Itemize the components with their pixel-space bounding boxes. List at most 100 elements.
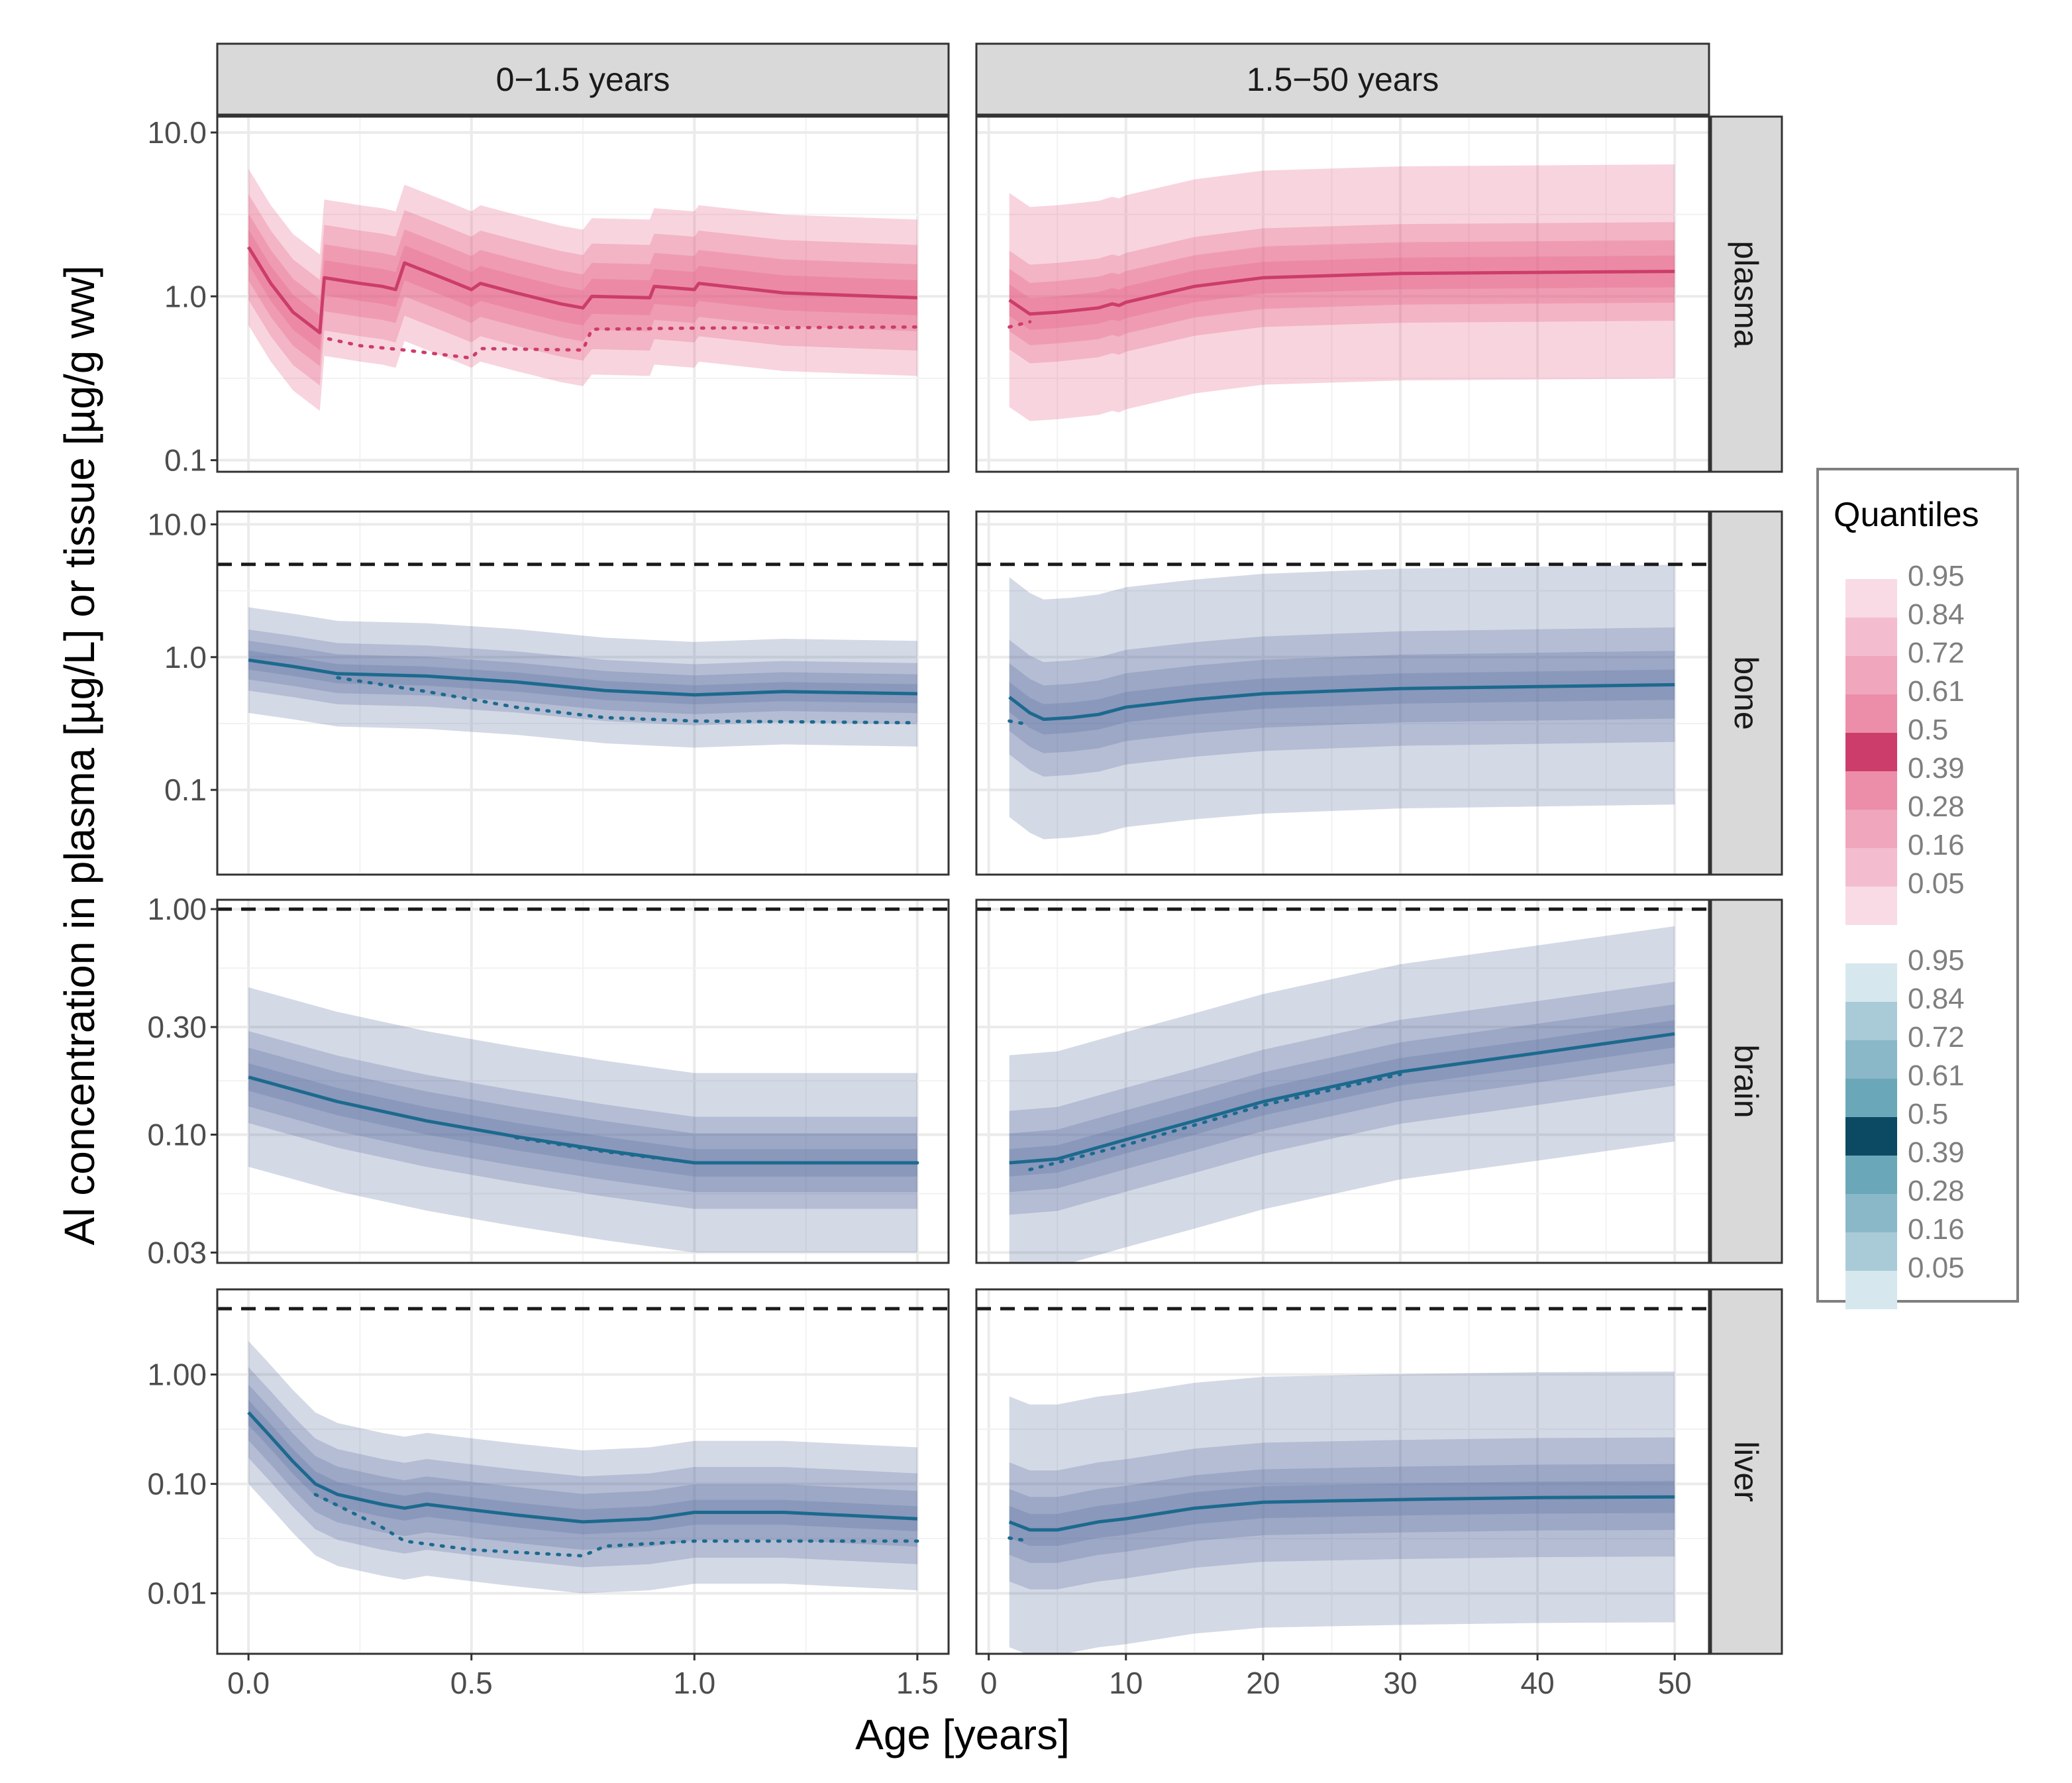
panel-background xyxy=(976,512,1709,875)
panel-bone-1 xyxy=(975,510,1710,876)
quantile-band xyxy=(1009,1372,1675,1654)
quantile-ribbons xyxy=(1009,926,1675,1263)
gridlines xyxy=(217,1289,949,1654)
median-line xyxy=(247,1411,918,1524)
legend-label: 0.95 xyxy=(1908,560,1965,592)
gridlines xyxy=(217,117,949,472)
quantile-band xyxy=(248,1367,917,1568)
column-strip xyxy=(975,42,1710,117)
legend-label: 0.5 xyxy=(1908,714,1948,746)
legend-label: 0.05 xyxy=(1908,867,1965,900)
y-tick-label: 0.10 xyxy=(147,1467,207,1501)
quantile-band xyxy=(248,641,917,714)
x-tick-label: 50 xyxy=(1658,1666,1692,1700)
quantile-band xyxy=(248,194,917,386)
gridlines xyxy=(976,1289,1709,1654)
row-strip-label: plasma xyxy=(1728,241,1765,347)
legend-label: 0.39 xyxy=(1908,752,1965,784)
y-tick-label: 0.1 xyxy=(164,773,207,807)
panel-border xyxy=(216,1288,950,1655)
strips-layer: 0−1.5 years 1.5−50 years plasma bone brain li… xyxy=(216,42,1783,1655)
quantile-band xyxy=(248,229,917,351)
legend-label: 0.61 xyxy=(1908,675,1965,708)
x-tick-label: 0.0 xyxy=(227,1666,270,1700)
row-strip xyxy=(1709,1288,1783,1655)
legend-key xyxy=(1845,1271,1897,1309)
quantile-band xyxy=(1009,627,1675,777)
column-strip-label: 0−1.5 years xyxy=(496,61,670,98)
y-tick-label: 1.0 xyxy=(164,279,207,313)
column-strip-label: 1.5−50 years xyxy=(1247,61,1439,98)
y-tick-label: 0.01 xyxy=(147,1576,207,1611)
legend-key xyxy=(1845,1156,1897,1194)
dotted-comparison-line xyxy=(1028,1073,1402,1171)
legend-key xyxy=(1845,771,1897,810)
legend-key xyxy=(1845,1079,1897,1117)
dotted-comparison-line xyxy=(1008,1536,1032,1543)
panel-border xyxy=(216,898,950,1264)
y-tick-label: 0.30 xyxy=(147,1010,207,1044)
x-tick-label: 10 xyxy=(1109,1666,1143,1700)
axes-layer: 0.11.010.00.11.010.00.030.100.301.000.01… xyxy=(147,115,1691,1700)
legend-key xyxy=(1845,1232,1897,1271)
row-strip xyxy=(1709,898,1783,1264)
y-axis-title: Al concentration in plasma [µg/L] or tis… xyxy=(56,266,103,1246)
legend-key xyxy=(1845,810,1897,848)
legend-label: 0.28 xyxy=(1908,790,1965,823)
dotted-comparison-line xyxy=(336,676,919,725)
gridlines xyxy=(976,900,1709,1263)
quantile-ribbons xyxy=(1009,565,1675,839)
row-strip-label: liver xyxy=(1728,1441,1765,1502)
legend-key xyxy=(1845,963,1897,1002)
quantile-ribbons xyxy=(1009,1372,1675,1654)
legend-label: 0.95 xyxy=(1908,944,1965,977)
x-tick-label: 20 xyxy=(1246,1666,1280,1700)
quantile-band xyxy=(248,1063,917,1177)
quantile-band xyxy=(1009,1464,1675,1563)
x-tick-label: 30 xyxy=(1383,1666,1417,1700)
y-tick-label: 10.0 xyxy=(147,507,207,541)
quantile-band xyxy=(1009,240,1675,345)
gridlines xyxy=(976,117,1709,472)
legend-label: 0.39 xyxy=(1908,1136,1965,1169)
quantile-band xyxy=(1009,1020,1675,1177)
legend-key xyxy=(1845,618,1897,656)
x-axis-title: Age [years] xyxy=(855,1711,1070,1758)
quantile-band xyxy=(1009,981,1675,1215)
y-tick-label: 1.00 xyxy=(147,1357,207,1391)
legend-label: 0.5 xyxy=(1908,1098,1948,1130)
x-tick-label: 1.5 xyxy=(896,1666,939,1700)
row-strip-label: bone xyxy=(1728,656,1765,729)
quantile-band xyxy=(248,1384,917,1550)
quantile-band xyxy=(248,650,917,705)
legend-title: Quantiles xyxy=(1834,496,1979,534)
legend-key xyxy=(1845,1040,1897,1079)
quantile-band xyxy=(1009,926,1675,1263)
dotted-comparison-line xyxy=(514,1136,919,1165)
y-tick-label: 0.03 xyxy=(147,1235,207,1270)
median-line xyxy=(1008,1495,1675,1532)
quantile-ribbons xyxy=(248,168,917,411)
quantile-band xyxy=(248,987,917,1253)
x-tick-label: 0 xyxy=(980,1666,998,1700)
y-tick-label: 1.0 xyxy=(164,640,207,675)
legend-key xyxy=(1845,848,1897,887)
legend-label: 0.05 xyxy=(1908,1252,1965,1284)
quantile-band xyxy=(1009,164,1675,421)
quantile-band xyxy=(248,168,917,411)
quantile-band xyxy=(1009,1437,1675,1590)
quantile-ribbons xyxy=(248,1340,917,1594)
gridlines xyxy=(976,512,1709,875)
panel-plasma-0 xyxy=(216,115,950,473)
dotted-comparison-line xyxy=(327,325,919,360)
y-tick-label: 0.1 xyxy=(164,443,207,478)
legend-label: 0.16 xyxy=(1908,829,1965,861)
quantile-band xyxy=(1009,565,1675,839)
x-tick-label: 1.0 xyxy=(673,1666,715,1700)
legend-label: 0.61 xyxy=(1908,1059,1965,1092)
panel-brain-0 xyxy=(216,898,950,1264)
median-line xyxy=(1008,682,1675,722)
legend-label: 0.84 xyxy=(1908,598,1965,631)
panel-brain-1 xyxy=(975,898,1710,1264)
quantile-band xyxy=(248,213,917,366)
